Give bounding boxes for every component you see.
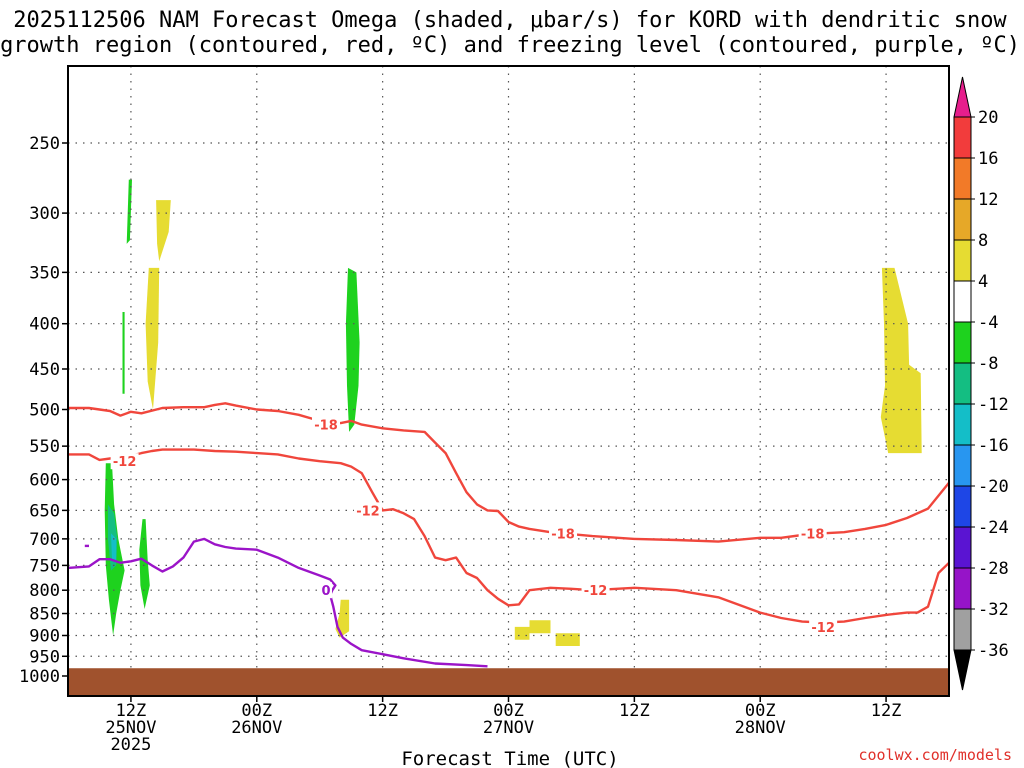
colorbar-label-5: -4 [978, 313, 998, 333]
colorbar-label-13: -36 [978, 641, 1009, 661]
credit-text: coolwx.com/models [858, 746, 1012, 764]
x-tick-label-5-1: 00Z [745, 701, 776, 721]
colorbar-label-12: -32 [978, 600, 1009, 620]
contour-label-dgz-top-minus18-1: -18 [551, 527, 575, 542]
y-tick-label-400: 400 [29, 315, 60, 335]
omega-region-yellow-low-day3b [555, 633, 580, 646]
omega-region-green-lowlevel-b [139, 519, 150, 609]
x-tick-label-0-2: 25NOV [105, 718, 156, 738]
omega-region-blue-core-early [111, 533, 117, 563]
colorbar-bottom-arrow [953, 649, 972, 691]
contour-freezing-level-zero [67, 537, 488, 668]
colorbar-label-6: -8 [978, 354, 998, 374]
colorbar-label-2: 12 [978, 190, 998, 210]
colorbar-top-arrow [953, 76, 972, 118]
terrain [68, 668, 949, 696]
axes: 2503003504004505005506006507007508008509… [19, 65, 950, 755]
colorbar-label-10: -24 [978, 518, 1009, 538]
y-tick-label-350: 350 [29, 263, 60, 283]
y-tick-label-800: 800 [29, 581, 60, 601]
contour-label-dgz-bottom-minus12-1: -12 [356, 504, 380, 519]
colorbar-segment-9 [953, 485, 972, 528]
omega-region-yellow-mid-early [145, 267, 160, 410]
y-tick-label-1000: 1000 [19, 667, 60, 687]
contour-label-bg-dgz-bottom-minus12-2 [581, 582, 610, 599]
colorbar-segment-11 [953, 567, 972, 610]
contour-label-dgz-top-minus18-2: -18 [801, 527, 825, 542]
colorbar: 20 16 12 8 4 -4 -8 -12 -16 -20 -24 -28 -32 -36 [953, 76, 1009, 691]
contour-label-bg-dgz-bottom-minus12-1 [353, 502, 382, 519]
grid [68, 66, 949, 696]
omega-region-yellow-upper-early [156, 200, 171, 262]
colorbar-segment-3 [953, 239, 972, 282]
colorbar-segment-0 [953, 116, 972, 159]
x-tick-label-0-1: 12Z [116, 701, 147, 721]
colorbar-label-3: 8 [978, 231, 988, 251]
x-tick-label-2-1: 12Z [367, 701, 398, 721]
omega-region-green-upper-early [126, 179, 132, 244]
contour-label-bg-dgz-bottom-minus12-0 [110, 453, 139, 470]
contour-label-dgz-bottom-minus12-0: -12 [113, 455, 137, 470]
y-tick-label-300: 300 [29, 204, 60, 224]
colorbar-segment-1 [953, 157, 972, 200]
contour-label-dgz-bottom-minus12-2: -12 [584, 584, 608, 599]
contour-label-bg-dgz-top-minus18-2 [798, 525, 827, 542]
y-tick-label-950: 950 [29, 647, 60, 667]
x-axis-label: Forecast Time (UTC) [401, 748, 618, 768]
contour-dgz-top-minus18 [68, 402, 950, 543]
colorbar-segment-2 [953, 198, 972, 241]
colorbar-segment-4 [953, 280, 972, 323]
contour-label-bg-dgz-top-minus18-1 [549, 525, 578, 542]
contour-label-bg-dgz-bottom-minus12-3 [809, 618, 838, 635]
x-tick-label-0-3: 2025 [110, 735, 151, 755]
colorbar-label-8: -16 [978, 436, 1009, 456]
y-tick-label-450: 450 [29, 360, 60, 380]
omega-region-yellow-upper-day4 [880, 267, 922, 454]
colorbar-segment-6 [953, 362, 972, 405]
x-tick-label-5-2: 28NOV [735, 718, 786, 738]
colorbar-segment-8 [953, 444, 972, 487]
y-tick-label-250: 250 [29, 134, 60, 154]
colorbar-label-11: -28 [978, 559, 1009, 579]
y-tick-label-650: 650 [29, 501, 60, 521]
x-tick-label-1-1: 00Z [241, 701, 272, 721]
y-tick-label-750: 750 [29, 556, 60, 576]
colorbar-segment-10 [953, 526, 972, 569]
contour-dgz-bottom-minus12 [68, 448, 950, 624]
chart-title-line1: 2025112506 NAM Forecast Omega (shaded, μ… [13, 8, 1007, 33]
omega-region-green-thin-early [122, 312, 125, 394]
contours: -18 -18 -18 -12 -12 -12 -12 0 [67, 402, 950, 668]
omega-region-yellow-low-day3a [514, 620, 551, 640]
contour-label-bg-dgz-top-minus18-0 [312, 416, 341, 433]
terrain-fill [68, 668, 949, 696]
y-tick-label-500: 500 [29, 401, 60, 421]
y-tick-label-900: 900 [29, 626, 60, 646]
colorbar-label-0: 20 [978, 108, 998, 128]
omega-region-green-column-day2 [345, 267, 360, 432]
colorbar-segment-12 [953, 608, 972, 651]
x-tick-label-3-2: 27NOV [483, 718, 534, 738]
y-tick-label-700: 700 [29, 530, 60, 550]
x-tick-label-6-1: 12Z [871, 701, 902, 721]
colorbar-label-7: -12 [978, 395, 1009, 415]
contour-label-dgz-bottom-minus12-3: -12 [811, 621, 835, 636]
colorbar-label-4: 4 [978, 272, 988, 292]
x-tick-label-1-2: 26NOV [231, 718, 282, 738]
y-tick-label-600: 600 [29, 471, 60, 491]
contour-label-dgz-top-minus18-0: -18 [314, 419, 338, 434]
colorbar-label-9: -20 [978, 477, 1009, 497]
colorbar-segment-7 [953, 403, 972, 446]
chart-title-line2: growth region (contoured, red, ºC) and f… [0, 33, 1020, 58]
x-tick-label-3-1: 00Z [493, 701, 524, 721]
x-tick-label-4-1: 12Z [619, 701, 650, 721]
y-tick-label-850: 850 [29, 605, 60, 625]
contour-label-bg-freezing-level-zero-0 [320, 582, 333, 599]
contour-label-freezing-level-zero-0: 0 [321, 584, 330, 599]
colorbar-label-1: 16 [978, 149, 998, 169]
colorbar-segment-5 [953, 321, 972, 364]
y-tick-label-550: 550 [29, 437, 60, 457]
